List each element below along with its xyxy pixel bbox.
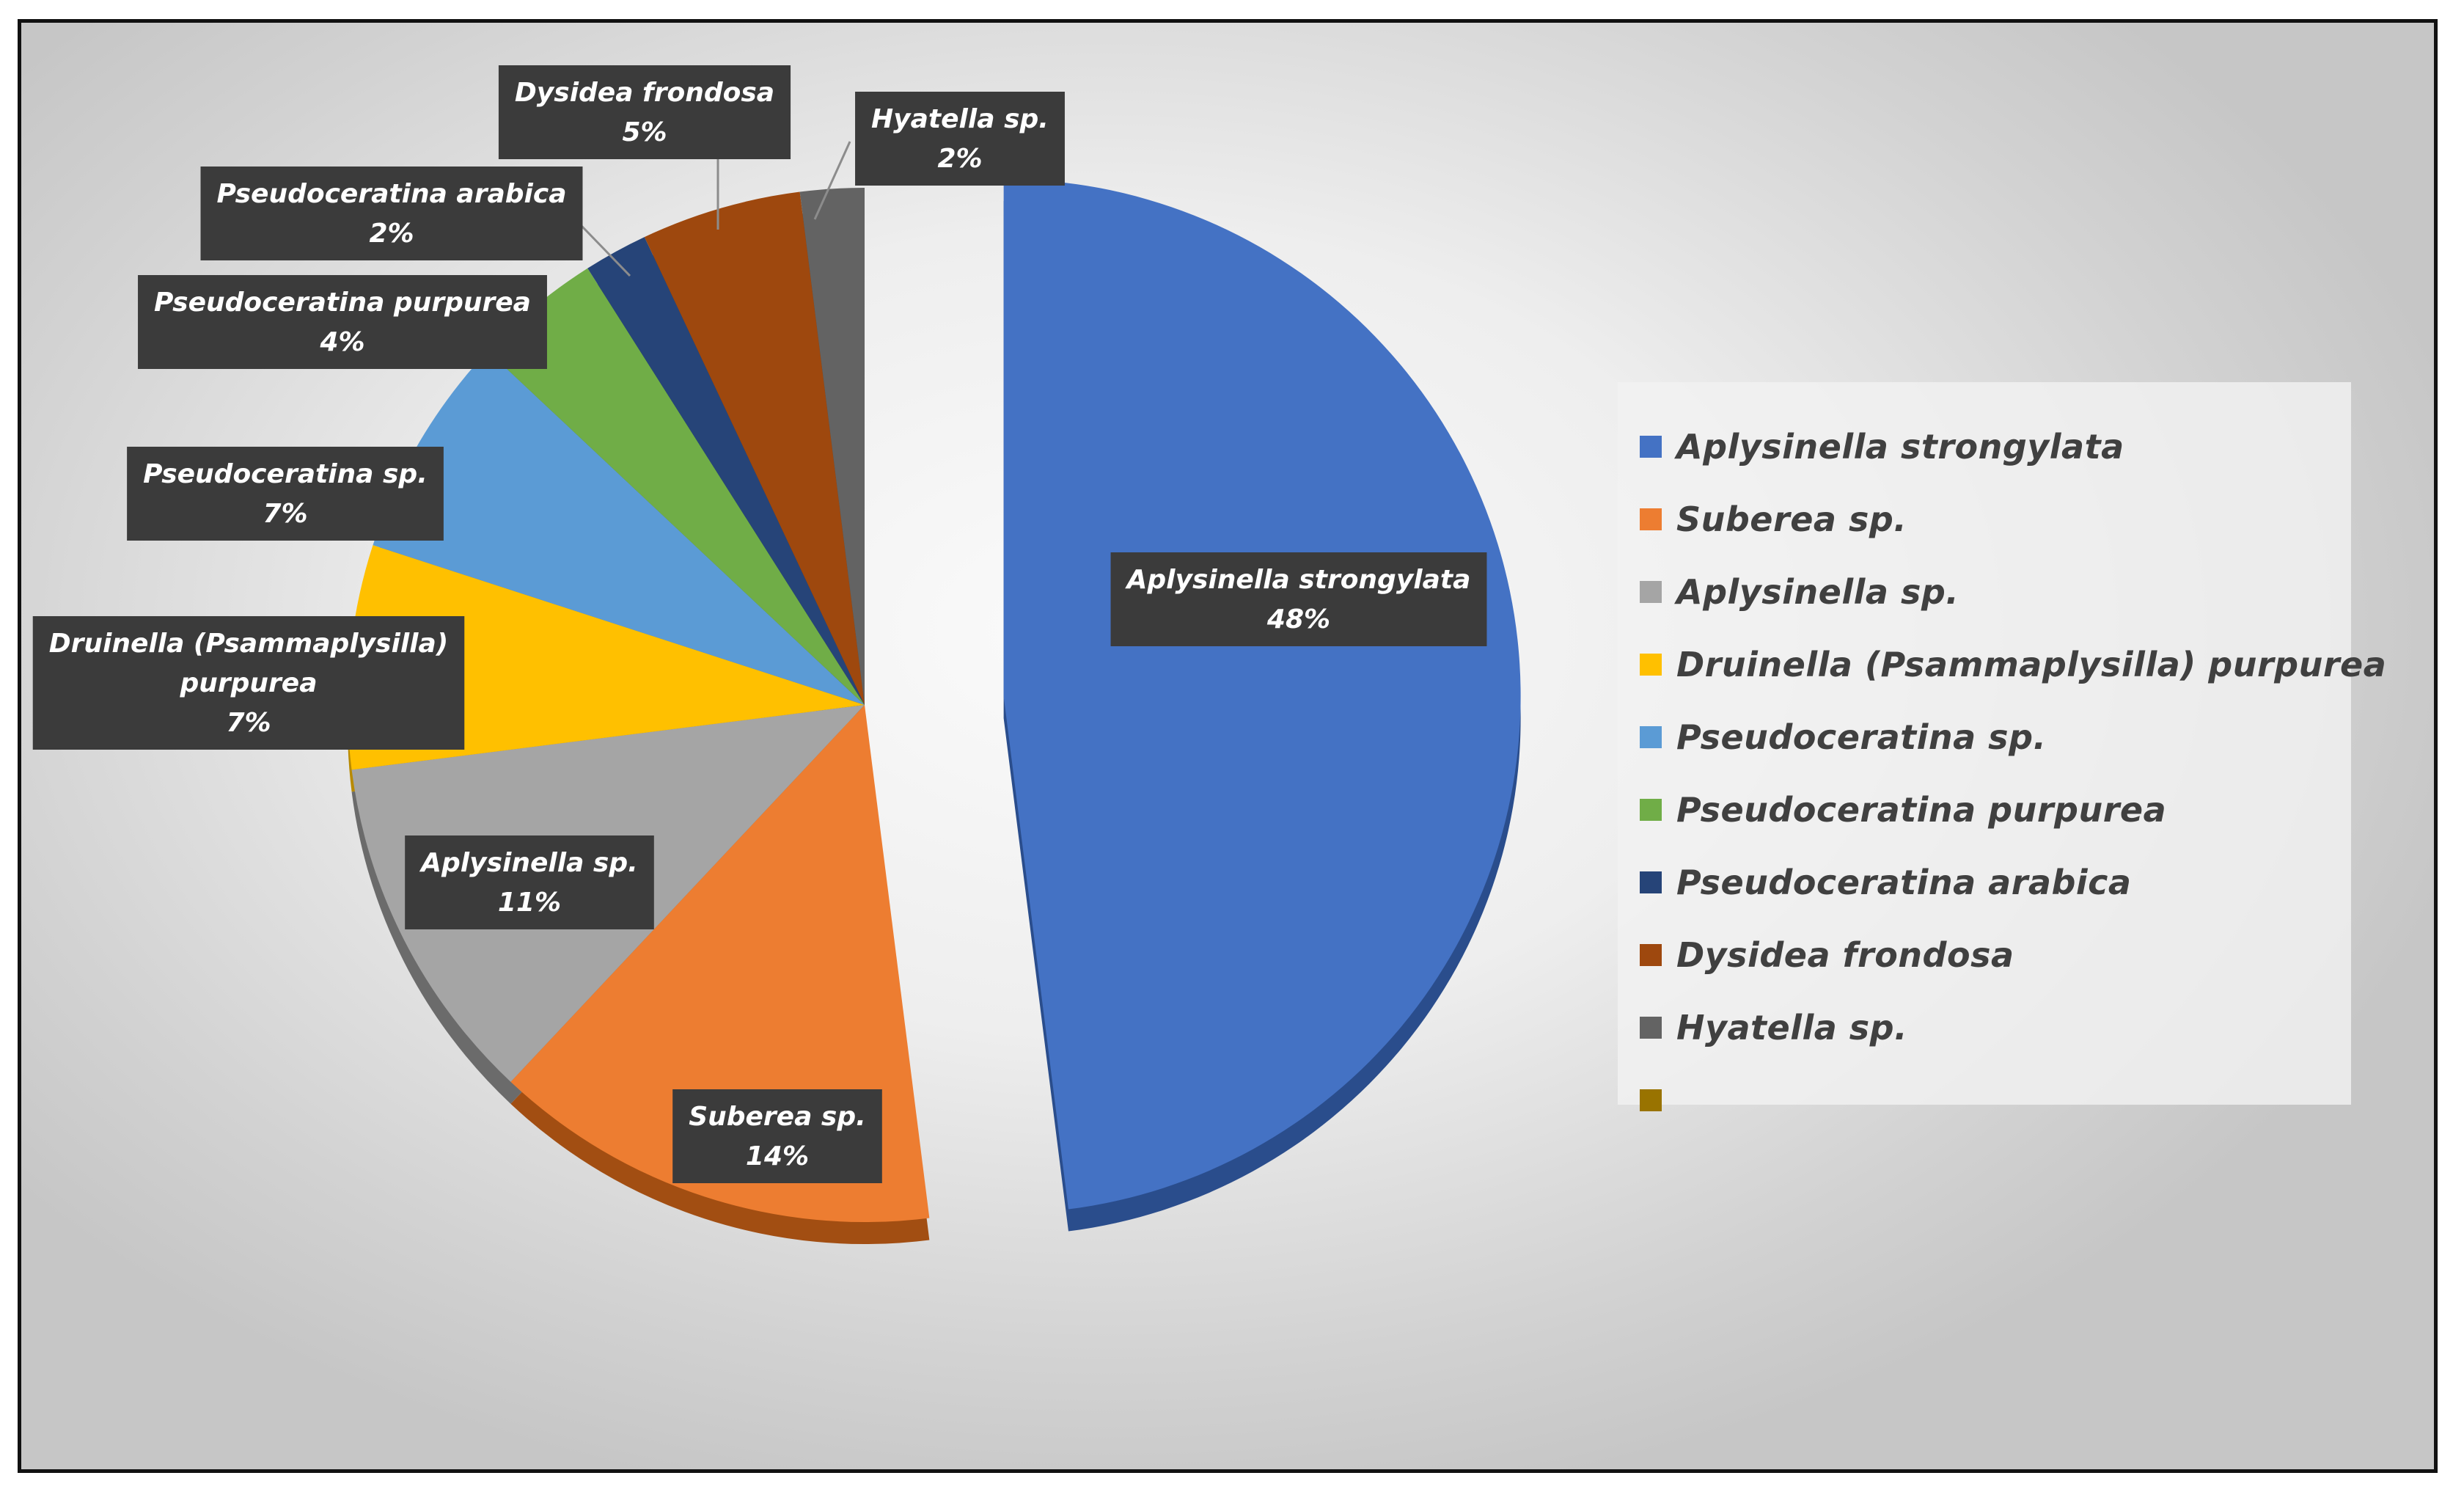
data-label: Druinella (Psammaplysilla) purpurea 7% bbox=[32, 616, 465, 750]
data-label-value: 2% bbox=[369, 219, 414, 249]
legend-swatch bbox=[1640, 1089, 1662, 1111]
data-label-box bbox=[405, 835, 654, 929]
legend-label: Pseudoceratina arabica bbox=[1676, 862, 2132, 902]
legend-item: Pseudoceratina purpurea bbox=[1640, 773, 2351, 846]
legend-label: Dysidea frondosa bbox=[1676, 935, 2014, 975]
legend-item: Druinella (Psammaplysilla) purpurea bbox=[1640, 628, 2386, 701]
legend-label: Pseudoceratina sp. bbox=[1676, 717, 2047, 757]
legend-swatch bbox=[1640, 653, 1662, 676]
data-label: Pseudoceratina sp. 7% bbox=[127, 447, 444, 541]
chart-legend: Aplysinella strongylata Suberea sp. Aplysi… bbox=[1618, 382, 2386, 1111]
data-label-value: 4% bbox=[319, 327, 364, 357]
data-label: Aplysinella strongylata 48% bbox=[1110, 552, 1487, 646]
legend-label: Pseudoceratina purpurea bbox=[1676, 789, 2167, 830]
data-label-value: 7% bbox=[226, 708, 271, 738]
pie-slice-druinella-psammaplysilla-purpurea bbox=[347, 545, 865, 770]
data-label-box bbox=[138, 275, 547, 369]
pie-slices bbox=[347, 179, 1521, 1222]
data-label: Pseudoceratina arabica 2% bbox=[200, 167, 583, 260]
legend-item: Pseudoceratina sp. bbox=[1640, 701, 2351, 773]
legend-swatch bbox=[1640, 871, 1662, 893]
legend-item bbox=[1640, 1064, 2351, 1136]
pie-slice-pseudoceratina-sp bbox=[373, 351, 865, 705]
data-label-box bbox=[672, 1089, 882, 1183]
data-label-name: Hyatella sp. bbox=[871, 104, 1049, 134]
data-label: Dysidea frondosa 5% bbox=[498, 65, 791, 159]
data-label-name: Druinella (Psammaplysilla) bbox=[49, 629, 449, 659]
data-label-box bbox=[32, 616, 465, 750]
data-label-box bbox=[200, 167, 583, 260]
chart-frame: Aplysinella strongylata 48% Suberea sp. 14%… bbox=[18, 19, 2438, 1473]
data-label-name: Pseudoceratina sp. bbox=[143, 459, 428, 489]
data-label-value: 11% bbox=[498, 888, 561, 918]
data-label-box bbox=[127, 447, 444, 541]
pie-chart: Aplysinella strongylata 48% Suberea sp. 14%… bbox=[32, 65, 1521, 1244]
data-label-value: 5% bbox=[622, 117, 667, 147]
data-label-box bbox=[498, 65, 791, 159]
legend-swatch bbox=[1640, 508, 1662, 530]
legend-swatch bbox=[1640, 725, 1662, 748]
data-label-box bbox=[1110, 552, 1487, 646]
legend-label: Druinella (Psammaplysilla) purpurea bbox=[1676, 644, 2387, 684]
data-label-name: Aplysinella sp. bbox=[419, 848, 638, 878]
data-label-value: 7% bbox=[263, 499, 307, 529]
pie-slice-dysidea-frondosa bbox=[644, 191, 865, 705]
data-label: Pseudoceratina purpurea 4% bbox=[138, 275, 547, 369]
legend-label: Aplysinella sp. bbox=[1676, 571, 1959, 612]
data-label-value: 14% bbox=[746, 1141, 809, 1171]
data-label-value: 48% bbox=[1266, 604, 1330, 635]
legend-label: Aplysinella strongylata bbox=[1676, 426, 2124, 467]
data-label-name: Aplysinella strongylata bbox=[1125, 565, 1471, 595]
data-label-name: Pseudoceratina arabica bbox=[217, 179, 567, 209]
leader-line bbox=[813, 141, 851, 220]
legend-swatch bbox=[1640, 1016, 1662, 1039]
legend-item: Dysidea frondosa bbox=[1640, 918, 2351, 991]
data-label-value: 2% bbox=[937, 144, 982, 174]
data-label-name: Pseudoceratina purpurea bbox=[154, 288, 531, 318]
legend-item: Aplysinella sp. bbox=[1640, 555, 2351, 628]
data-labels: Aplysinella strongylata 48% Suberea sp. 14%… bbox=[32, 65, 1487, 1183]
legend-swatch bbox=[1640, 943, 1662, 966]
data-label-box bbox=[855, 92, 1065, 186]
pie-slice-pseudoceratina-arabica bbox=[587, 237, 865, 705]
legend-item: Pseudoceratina arabica bbox=[1640, 846, 2351, 918]
data-label-name: purpurea bbox=[179, 668, 317, 698]
data-label-name: Suberea sp. bbox=[689, 1102, 866, 1132]
legend-label: Suberea sp. bbox=[1676, 499, 1907, 539]
pie-slice-aplysinella-strongylata bbox=[1003, 179, 1521, 1210]
legend-swatch bbox=[1640, 435, 1662, 458]
data-label-name: Dysidea frondosa bbox=[515, 78, 774, 108]
legend-label: Hyatella sp. bbox=[1676, 1007, 1908, 1047]
legend-item: Suberea sp. bbox=[1640, 483, 2351, 555]
legend-swatch bbox=[1640, 798, 1662, 821]
pie-slice-pseudoceratina-purpurea bbox=[488, 268, 865, 706]
data-label: Hyatella sp. 2% bbox=[855, 92, 1065, 186]
data-label: Aplysinella sp. 11% bbox=[405, 835, 654, 929]
data-label: Suberea sp. 14% bbox=[672, 1089, 882, 1183]
legend-item: Hyatella sp. bbox=[1640, 991, 2351, 1064]
legend-item: Aplysinella strongylata bbox=[1640, 410, 2351, 483]
pie-slice-hyatella-sp bbox=[799, 188, 865, 705]
legend-swatch bbox=[1640, 580, 1662, 603]
